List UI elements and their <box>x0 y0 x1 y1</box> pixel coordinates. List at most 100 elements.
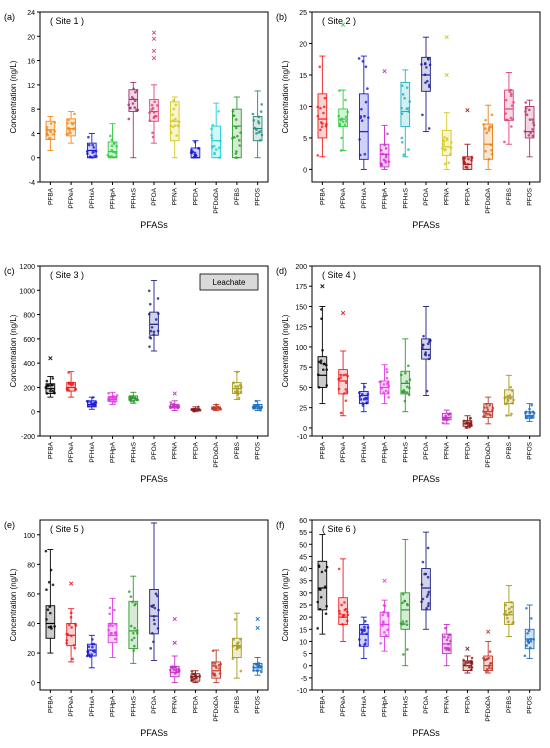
box-PFOS <box>251 90 264 159</box>
box-PFBA <box>316 284 329 405</box>
sample-point <box>316 373 320 377</box>
sample-point <box>253 404 257 408</box>
sample-point <box>363 114 366 118</box>
sample-point <box>529 640 533 643</box>
sample-point <box>505 402 509 405</box>
sample-point <box>381 624 384 627</box>
sample-point <box>236 370 239 374</box>
sample-point <box>325 368 329 371</box>
sample-point <box>127 103 130 106</box>
sample-point <box>233 390 237 394</box>
sample-point <box>505 616 509 620</box>
sample-point <box>444 414 447 418</box>
sample-point <box>68 623 71 627</box>
sample-point <box>216 405 220 409</box>
sample-point <box>367 116 370 119</box>
sample-point <box>135 89 139 92</box>
y-tick-label: 10 <box>299 639 307 646</box>
y-tick-label: 60 <box>27 592 35 599</box>
sample-point <box>343 601 346 604</box>
x-tick-label: PFDoDA <box>213 695 220 721</box>
sample-point <box>129 595 133 598</box>
sample-point <box>510 600 513 604</box>
x-tick-label: PFBA <box>319 187 326 205</box>
sample-point <box>407 364 410 368</box>
box-PFDoDA <box>482 104 494 170</box>
box-PFNA <box>168 616 181 684</box>
sample-point <box>420 63 423 66</box>
sample-point <box>151 131 154 135</box>
sample-point <box>407 110 411 113</box>
outlier-point <box>48 356 53 361</box>
sample-point <box>408 378 412 382</box>
sample-point <box>366 626 370 629</box>
sample-point <box>382 391 385 394</box>
sample-point <box>491 406 495 410</box>
sample-point <box>364 642 367 645</box>
box-iqr <box>421 568 431 611</box>
y-tick-label: 0 <box>303 167 307 174</box>
y-tick-label: 15 <box>299 627 307 634</box>
sample-point <box>45 392 49 395</box>
sample-point <box>153 606 157 610</box>
x-tick-label: PFHpA <box>110 187 117 209</box>
sample-point <box>386 612 390 616</box>
sample-point <box>150 604 153 608</box>
sample-point <box>339 411 343 415</box>
sample-point <box>92 146 96 149</box>
sample-point <box>212 144 216 148</box>
panel-title: ( Site 3 ) <box>50 270 84 280</box>
sample-point <box>85 149 89 153</box>
sample-point <box>509 94 513 98</box>
sample-point <box>231 644 235 648</box>
x-tick-label: PFBA <box>319 695 326 713</box>
sample-point <box>148 302 152 306</box>
sample-point <box>319 121 323 124</box>
sample-point <box>235 156 238 160</box>
sample-point <box>106 153 110 157</box>
sample-point <box>51 383 54 387</box>
sample-point <box>112 155 115 159</box>
sample-point <box>148 111 151 115</box>
sample-point <box>490 113 494 117</box>
sample-point <box>364 100 368 104</box>
sample-point <box>109 622 113 625</box>
sample-point <box>237 396 241 400</box>
sample-point <box>337 114 341 118</box>
sample-point <box>108 606 112 610</box>
panel-title: ( Site 6 ) <box>322 524 356 534</box>
sample-point <box>529 646 532 650</box>
outlier-point <box>382 578 387 583</box>
sample-point <box>485 658 488 661</box>
sample-point <box>464 661 467 664</box>
sample-point <box>193 673 197 677</box>
sample-point <box>149 647 153 650</box>
sample-point <box>173 665 177 669</box>
x-tick-label: PFOA <box>151 187 158 205</box>
box-PFOS <box>524 403 536 422</box>
x-tick-label: PFBS <box>506 441 513 459</box>
sample-point <box>236 641 240 644</box>
sample-point <box>173 124 177 128</box>
sample-point <box>442 143 445 146</box>
sample-point <box>400 106 403 110</box>
sample-point <box>85 654 89 658</box>
sample-point <box>65 641 68 645</box>
sample-point <box>487 666 491 670</box>
sample-point <box>363 625 366 629</box>
sample-point <box>528 108 531 112</box>
sample-point <box>407 148 410 151</box>
sample-point <box>51 133 55 136</box>
sample-point <box>384 153 388 157</box>
box-PFDA <box>190 405 202 413</box>
box-PFDA <box>462 415 473 429</box>
box-PFOS <box>523 99 536 158</box>
y-tick-label: 25 <box>299 10 307 17</box>
sample-point <box>344 373 348 376</box>
sample-point <box>487 129 491 132</box>
sample-point <box>252 118 256 122</box>
sample-point <box>462 419 466 423</box>
outlier-point <box>151 30 157 35</box>
outlier-point <box>465 108 470 113</box>
y-tick-label: 12 <box>27 83 35 90</box>
